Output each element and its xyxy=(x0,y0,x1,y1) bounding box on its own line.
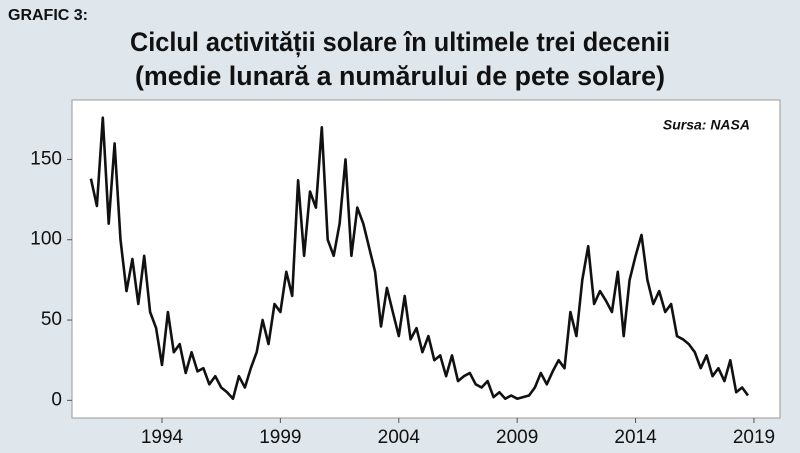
x-tick-label: 1999 xyxy=(259,427,301,448)
chart-title: Ciclul activității solare în ultimele tr… xyxy=(130,27,670,57)
x-tick-label: 2004 xyxy=(378,427,421,448)
line xyxy=(89,116,750,400)
y-tick-label: 100 xyxy=(30,229,62,250)
x-tick-label: 2014 xyxy=(614,427,657,448)
x-tick-label: 2019 xyxy=(733,427,775,448)
chart-label: GRAFIC 3: xyxy=(8,7,88,24)
x-tick-label: 2009 xyxy=(496,427,538,448)
source: Sursa: NASA xyxy=(663,117,750,133)
y-tick-label: 150 xyxy=(30,148,62,169)
x-tick-label: 1994 xyxy=(141,427,184,448)
y-tick-label: 0 xyxy=(51,389,62,410)
chart-subtitle: (medie lunară a numărului de pete solare… xyxy=(135,61,665,91)
plot-area xyxy=(71,99,781,419)
y-tick-label: 50 xyxy=(41,309,62,330)
